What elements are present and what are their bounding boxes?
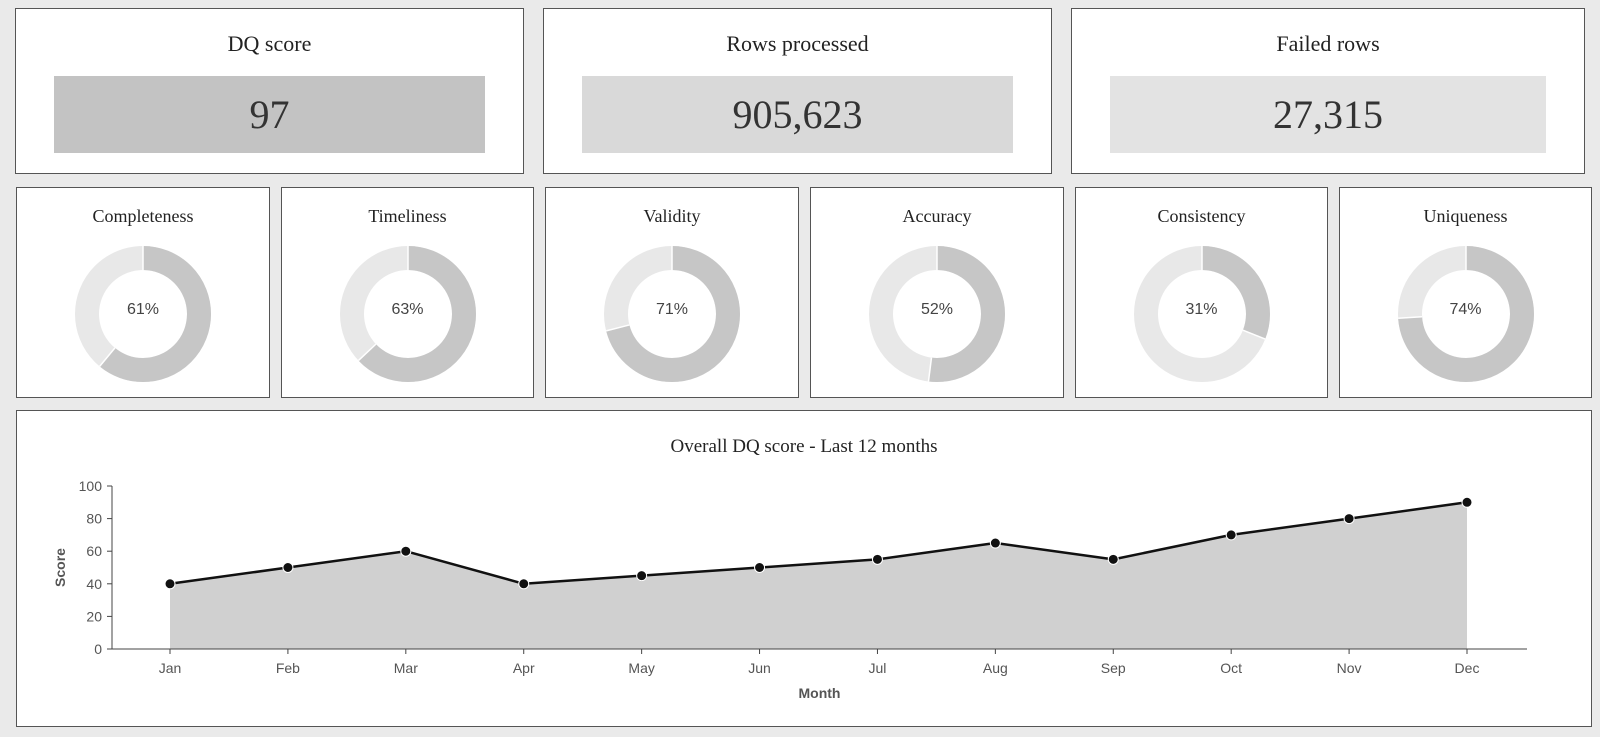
kpi-card-failed-rows: Failed rows 27,315 <box>1071 8 1585 174</box>
y-tick-label: 0 <box>94 641 102 657</box>
kpi-title: Rows processed <box>726 31 869 56</box>
dimension-title: Timeliness <box>368 206 447 226</box>
kpi-card-dq-score: DQ score 97 <box>15 8 524 174</box>
donut-percent-label: 31% <box>1185 301 1218 318</box>
x-tick-label: Jun <box>748 660 771 676</box>
data-point <box>754 562 766 573</box>
dimension-title: Accuracy <box>902 206 972 226</box>
donut-separator <box>99 347 116 367</box>
donut-separator <box>1397 316 1422 320</box>
trend-chart: 0 20 40 60 80 100 Jan Feb Mar Apr May Jun Jul Aug Sep O… <box>52 478 1527 701</box>
donut-separator <box>1242 329 1266 340</box>
y-axis-title: Score <box>52 548 68 587</box>
y-tick-label: 20 <box>86 608 102 624</box>
data-point <box>636 570 648 582</box>
donut-separator <box>927 357 933 382</box>
donut-percent-label: 71% <box>655 301 689 318</box>
donut-chart <box>339 246 476 382</box>
donut-separator <box>357 343 376 362</box>
donut-percent-label: 63% <box>391 301 424 318</box>
x-tick-label: May <box>628 660 654 676</box>
x-tick-label: Apr <box>513 660 535 676</box>
x-tick-label: Dec <box>1455 660 1480 676</box>
kpi-title: Failed rows <box>1276 31 1380 56</box>
dimension-card-uniqueness: Uniqueness 74% <box>1339 187 1592 398</box>
data-point <box>518 578 530 590</box>
x-tick-label: Aug <box>983 660 1008 676</box>
kpi-title: DQ score <box>227 31 312 56</box>
x-tick-label: Mar <box>394 660 418 676</box>
dimension-card-validity: Validity 71% <box>545 187 799 398</box>
x-tick-label: Jul <box>869 660 887 676</box>
dimension-card-completeness: Completeness 61% <box>16 187 270 398</box>
y-tick-label: 40 <box>86 576 102 592</box>
dimension-title: Consistency <box>1157 206 1246 226</box>
y-tick-label: 60 <box>86 543 102 559</box>
data-point <box>164 578 176 590</box>
data-point <box>1107 553 1119 565</box>
kpi-card-rows-processed: Rows processed 905,623 <box>543 8 1052 174</box>
chart-title: Overall DQ score - Last 12 months <box>670 436 938 457</box>
series-line <box>169 501 1468 586</box>
data-point <box>400 545 412 557</box>
donut-chart <box>75 246 211 382</box>
donut-percent-label: 74% <box>1449 301 1482 318</box>
kpi-value: 27,315 <box>1110 76 1546 153</box>
data-point <box>989 537 1001 549</box>
trend-chart-card: Overall DQ score - Last 12 months 0 20 40 6… <box>16 410 1592 727</box>
dimension-card-timeliness: Timeliness 63% <box>281 187 534 398</box>
data-point <box>1461 496 1473 508</box>
x-axis-title: Month <box>799 685 841 701</box>
kpi-value: 905,623 <box>582 76 1013 153</box>
x-tick-label: Sep <box>1101 660 1126 676</box>
area-fill <box>170 502 1467 649</box>
donut-percent-label: 52% <box>920 301 954 318</box>
y-tick-label: 100 <box>79 478 103 494</box>
donut-separator <box>605 324 630 332</box>
donut-percent-label: 61% <box>126 301 160 318</box>
data-point <box>1343 513 1355 525</box>
donut-chart <box>869 246 1005 382</box>
dimension-card-consistency: Consistency 31% <box>1075 187 1328 398</box>
x-tick-label: Feb <box>276 660 300 676</box>
data-point <box>871 553 883 565</box>
x-tick-label: Jan <box>159 660 182 676</box>
dimension-card-accuracy: Accuracy 52% <box>810 187 1064 398</box>
y-tick-label: 80 <box>86 511 102 527</box>
dimension-title: Uniqueness <box>1423 206 1508 226</box>
x-tick-label: Oct <box>1220 660 1242 676</box>
data-point <box>1225 529 1237 541</box>
data-point <box>282 562 294 573</box>
dimension-title: Validity <box>643 206 701 226</box>
donut-chart <box>604 246 740 382</box>
kpi-value: 97 <box>54 76 485 153</box>
donut-chart <box>1397 246 1534 382</box>
dimension-title: Completeness <box>92 206 194 226</box>
x-tick-label: Nov <box>1337 660 1362 676</box>
donut-chart <box>1133 246 1270 382</box>
